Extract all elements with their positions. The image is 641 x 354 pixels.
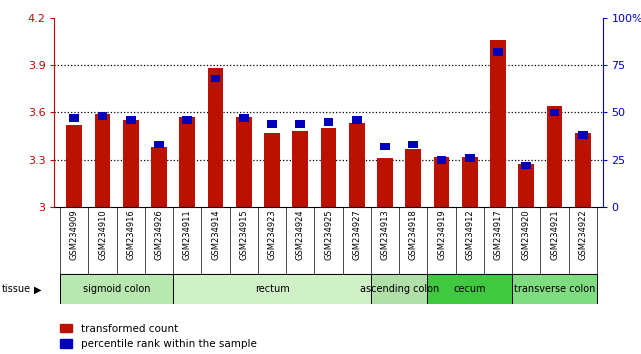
Bar	[380, 143, 390, 150]
Text: sigmoid colon: sigmoid colon	[83, 284, 151, 295]
Bar	[324, 118, 333, 126]
Bar	[512, 274, 597, 304]
Bar	[123, 120, 138, 207]
Bar	[352, 116, 362, 124]
Bar	[236, 117, 251, 207]
Bar	[69, 114, 79, 122]
Text: GSM234926: GSM234926	[154, 209, 163, 260]
Bar	[406, 149, 421, 207]
Text: GSM234909: GSM234909	[70, 209, 79, 260]
Bar	[210, 75, 221, 82]
Text: GSM234912: GSM234912	[465, 209, 474, 260]
Bar	[547, 106, 562, 207]
Text: GSM234916: GSM234916	[126, 209, 135, 260]
Text: rectum: rectum	[254, 284, 289, 295]
Text: GSM234918: GSM234918	[409, 209, 418, 260]
Text: GSM234910: GSM234910	[98, 209, 107, 260]
Text: GSM234927: GSM234927	[353, 209, 362, 260]
Bar	[490, 40, 506, 207]
Bar	[575, 133, 590, 207]
Bar	[428, 274, 512, 304]
Text: GSM234911: GSM234911	[183, 209, 192, 260]
Bar	[60, 274, 173, 304]
Text: GSM234920: GSM234920	[522, 209, 531, 260]
Text: GSM234922: GSM234922	[578, 209, 587, 260]
Bar	[173, 274, 371, 304]
Bar	[549, 109, 560, 116]
Text: GSM234925: GSM234925	[324, 209, 333, 260]
Bar	[378, 158, 393, 207]
Text: GSM234923: GSM234923	[267, 209, 276, 260]
Bar	[154, 141, 164, 148]
Bar	[408, 141, 418, 148]
Bar	[126, 116, 136, 124]
Bar	[521, 162, 531, 169]
Text: GSM234915: GSM234915	[239, 209, 248, 260]
Text: GSM234924: GSM234924	[296, 209, 304, 260]
Text: ▶: ▶	[34, 284, 42, 295]
Bar	[95, 114, 110, 207]
Bar	[267, 120, 277, 127]
Text: tissue: tissue	[2, 284, 31, 295]
Legend: transformed count, percentile rank within the sample: transformed count, percentile rank withi…	[60, 324, 256, 349]
Bar	[97, 113, 108, 120]
Bar	[292, 131, 308, 207]
Text: GSM234921: GSM234921	[550, 209, 559, 260]
Bar	[296, 120, 305, 127]
Bar	[179, 117, 195, 207]
Text: GSM234914: GSM234914	[211, 209, 220, 260]
Bar	[465, 154, 475, 162]
Text: cecum: cecum	[454, 284, 486, 295]
Bar	[208, 68, 223, 207]
Bar	[320, 128, 337, 207]
Bar	[462, 156, 478, 207]
Bar	[371, 274, 428, 304]
Bar	[493, 48, 503, 56]
Bar	[349, 124, 365, 207]
Bar	[239, 114, 249, 122]
Text: transverse colon: transverse colon	[514, 284, 595, 295]
Bar	[578, 131, 588, 139]
Bar	[434, 156, 449, 207]
Bar	[67, 125, 82, 207]
Bar	[151, 147, 167, 207]
Text: GSM234919: GSM234919	[437, 209, 446, 260]
Bar	[182, 116, 192, 124]
Text: GSM234917: GSM234917	[494, 209, 503, 260]
Bar	[519, 165, 534, 207]
Bar	[264, 133, 279, 207]
Bar	[437, 156, 447, 164]
Text: ascending colon: ascending colon	[360, 284, 438, 295]
Text: GSM234913: GSM234913	[381, 209, 390, 260]
